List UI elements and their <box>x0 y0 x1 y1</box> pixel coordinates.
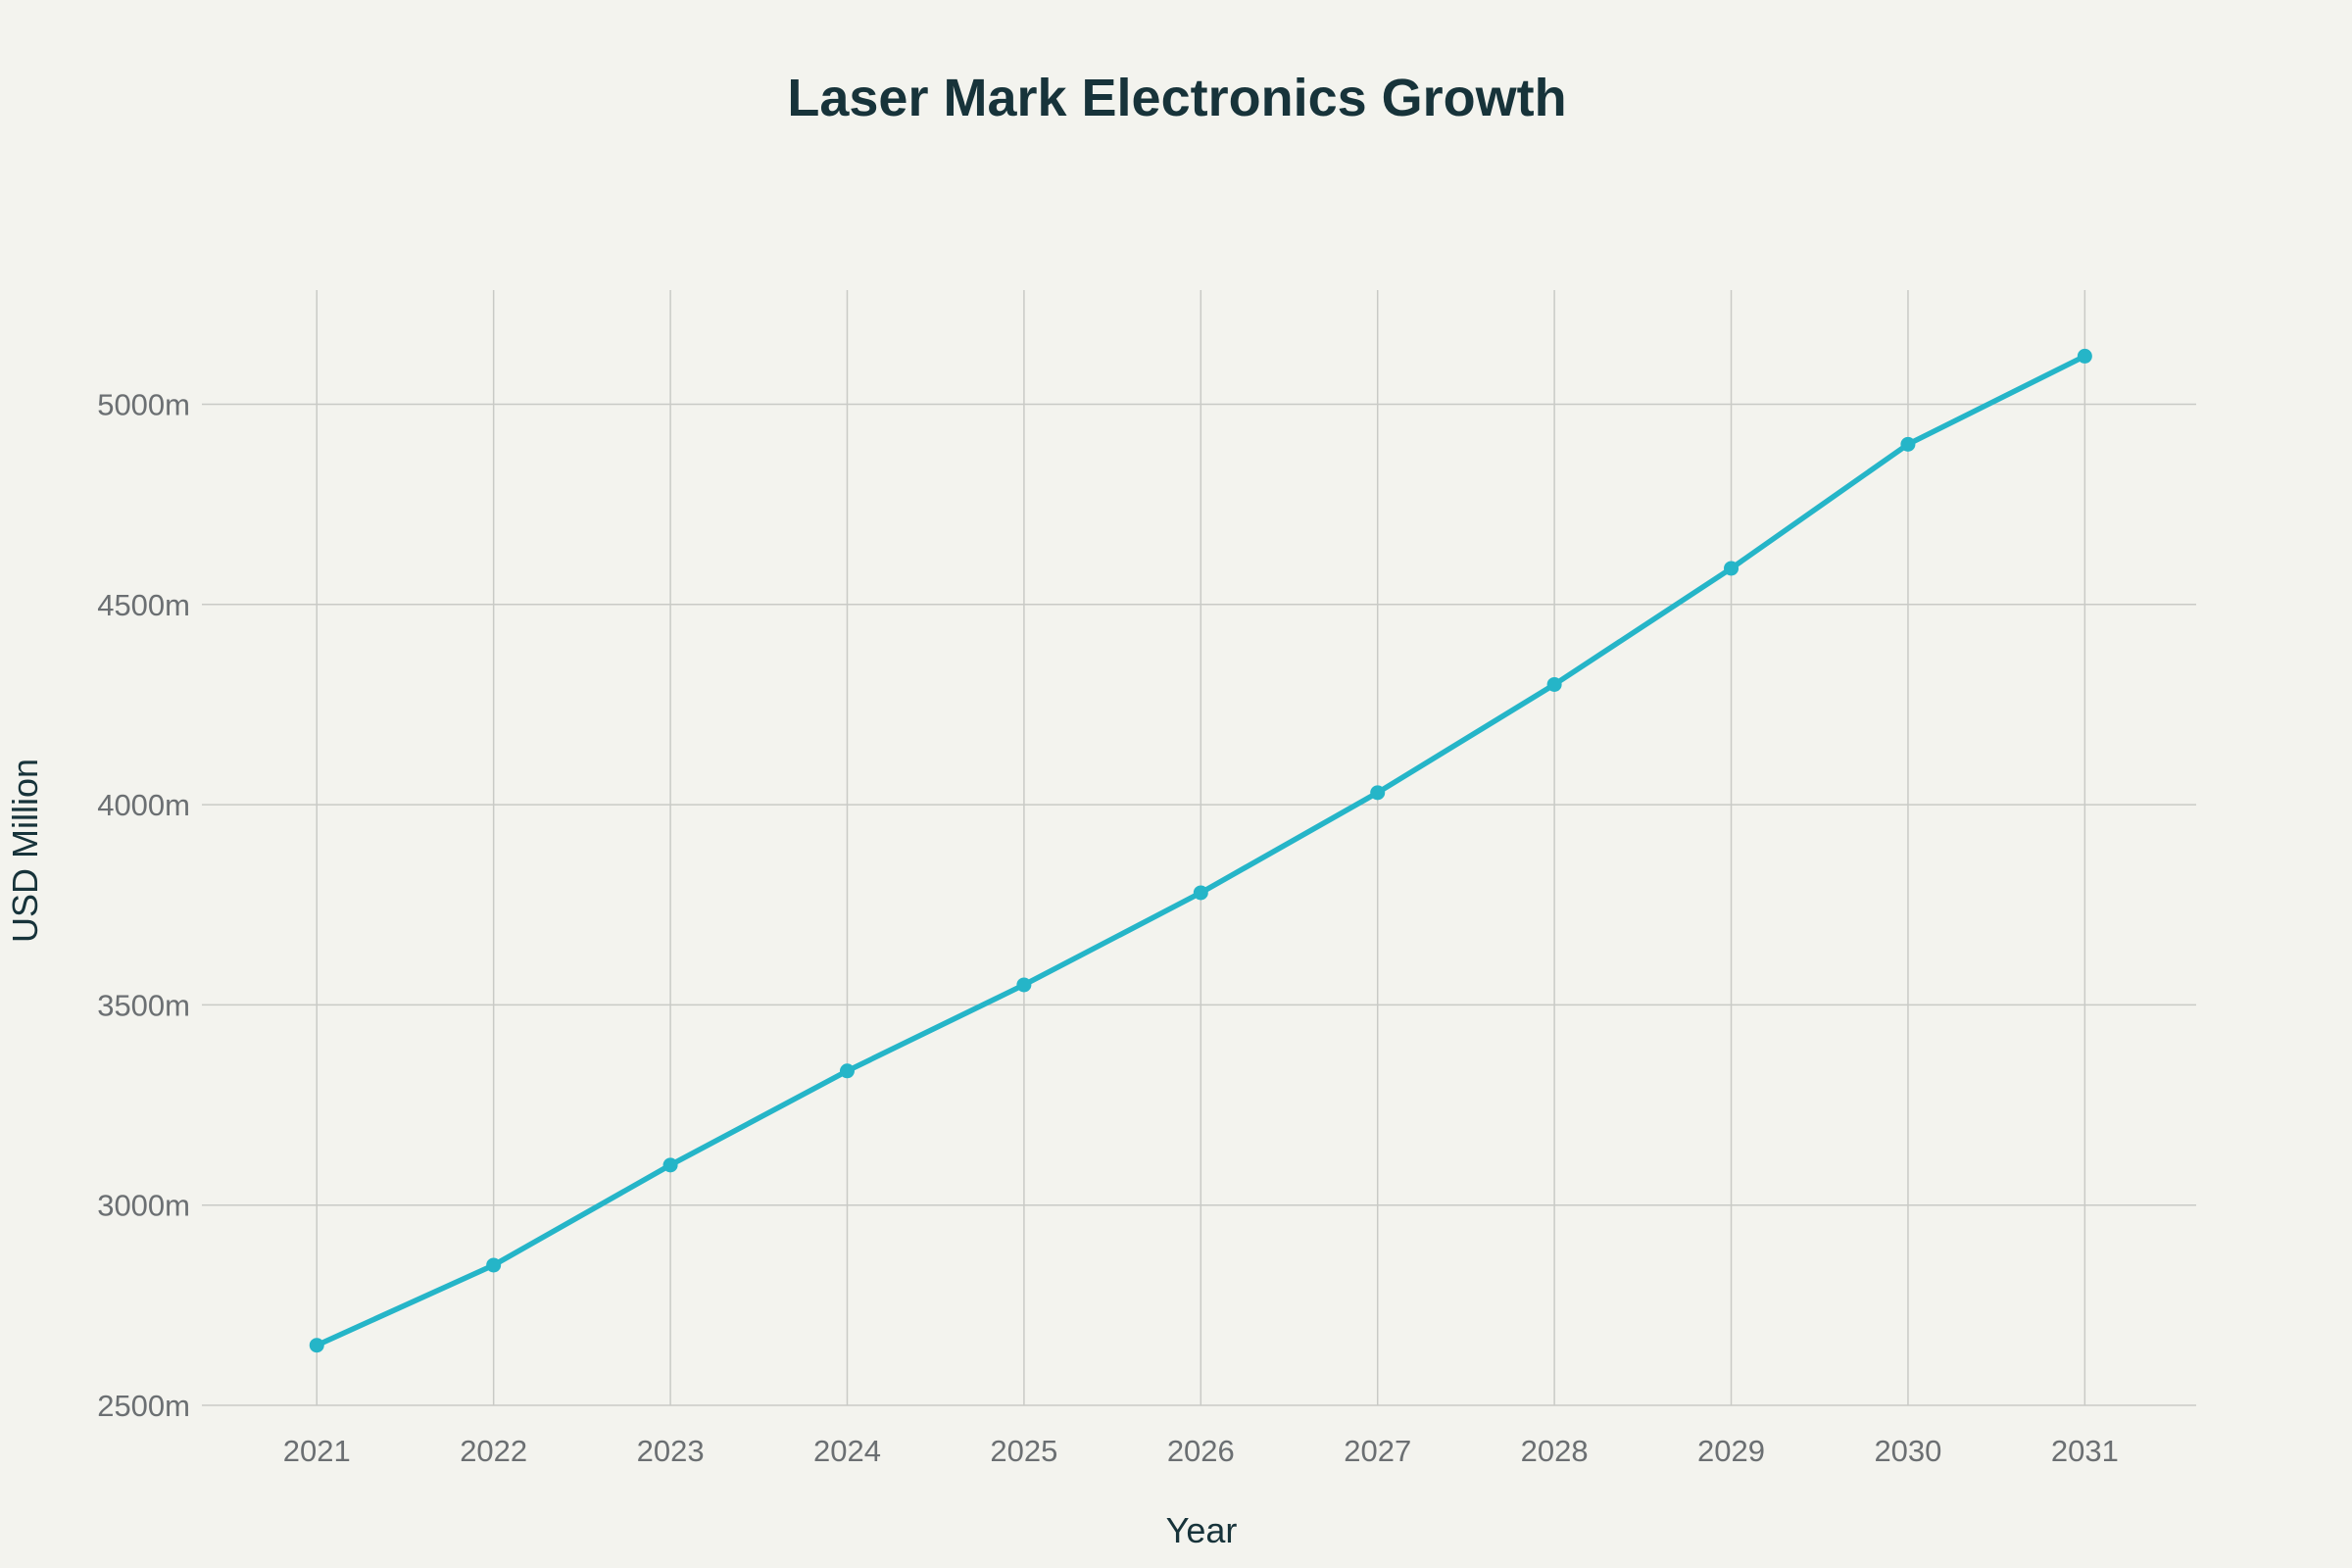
data-point[interactable] <box>1193 885 1208 901</box>
horizontal-grid <box>202 403 2196 1406</box>
y-tick-label: 3500m <box>97 988 190 1022</box>
y-tick-label: 5000m <box>97 387 190 421</box>
data-point[interactable] <box>486 1257 502 1273</box>
vertical-grid <box>316 290 2086 1405</box>
series-layer <box>309 348 2092 1353</box>
x-tick-label: 2030 <box>1874 1434 1941 1468</box>
y-tick-label: 4500m <box>97 588 190 622</box>
x-tick-label: 2029 <box>1697 1434 1765 1468</box>
x-tick-label: 2031 <box>2051 1434 2119 1468</box>
x-tick-label: 2026 <box>1167 1434 1235 1468</box>
data-point[interactable] <box>1370 785 1386 801</box>
y-axis-title: USD Million <box>5 759 45 943</box>
x-tick-label: 2027 <box>1344 1434 1411 1468</box>
x-axis-title: Year <box>1166 1510 1238 1550</box>
data-point[interactable] <box>1900 436 1916 452</box>
y-axis-tick-labels: 2500m 3000m 3500m 4000m 4500m 5000m <box>97 387 190 1423</box>
x-axis-tick-labels: 2021 2022 2023 2024 2025 2026 2027 2028 2029 2030… <box>283 1434 2119 1468</box>
data-point[interactable] <box>662 1157 678 1173</box>
y-tick-label: 4000m <box>97 788 190 822</box>
y-tick-label: 3000m <box>97 1189 190 1223</box>
data-point[interactable] <box>1016 977 1032 993</box>
data-point[interactable] <box>1724 561 1740 576</box>
x-tick-label: 2028 <box>1521 1434 1589 1468</box>
data-point[interactable] <box>309 1338 324 1353</box>
data-point[interactable] <box>839 1063 855 1079</box>
data-point[interactable] <box>2077 348 2092 364</box>
y-tick-label: 2500m <box>97 1389 190 1423</box>
data-point[interactable] <box>1546 676 1562 692</box>
x-tick-label: 2021 <box>283 1434 351 1468</box>
x-tick-label: 2022 <box>460 1434 527 1468</box>
x-tick-label: 2023 <box>637 1434 705 1468</box>
x-tick-label: 2024 <box>813 1434 881 1468</box>
x-tick-label: 2025 <box>990 1434 1057 1468</box>
chart-title: Laser Mark Electronics Growth <box>787 69 1566 127</box>
